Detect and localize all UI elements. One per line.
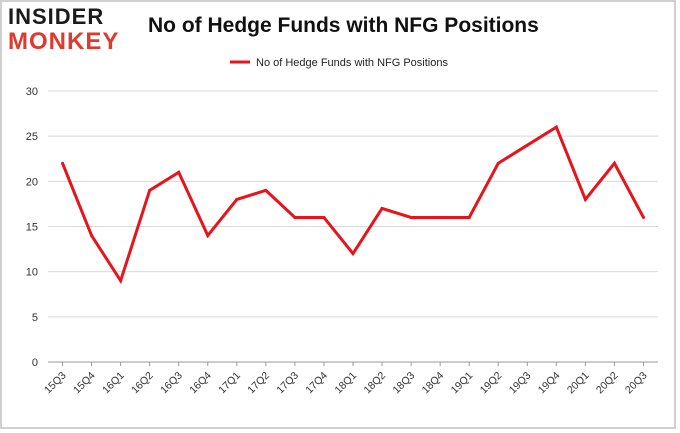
x-tick-label: 19Q2 <box>478 370 505 397</box>
x-tick-label: 16Q2 <box>129 370 156 397</box>
y-tick-label: 10 <box>26 267 38 279</box>
data-point <box>612 161 616 165</box>
x-tick-label: 15Q4 <box>71 370 98 397</box>
data-point <box>148 188 152 192</box>
data-point <box>351 252 355 256</box>
x-tick-label: 20Q3 <box>623 370 650 397</box>
data-point <box>177 170 181 174</box>
data-point <box>467 215 471 219</box>
y-tick-label: 15 <box>26 222 38 234</box>
insider-monkey-logo: INSIDER MONKEY <box>8 6 128 58</box>
y-tick-label: 25 <box>26 131 38 143</box>
x-axis: 15Q3 15Q4 16Q1 16Q2 16Q3 16Q4 17Q1 17Q2 17Q3 17Q4… <box>42 362 650 396</box>
data-point <box>235 197 239 201</box>
x-tick-label: 16Q3 <box>158 370 185 397</box>
y-tick-label: 0 <box>32 357 38 369</box>
x-tick-label: 19Q4 <box>536 370 563 397</box>
x-tick-label: 18Q3 <box>391 370 418 397</box>
x-tick-label: 20Q1 <box>565 370 592 397</box>
chart-title: No of Hedge Funds with NFG Positions <box>148 14 539 37</box>
data-point <box>293 215 297 219</box>
x-tick-label: 17Q2 <box>245 370 272 397</box>
data-point <box>90 234 94 238</box>
data-point <box>206 234 210 238</box>
x-tick-label: 17Q4 <box>303 370 330 397</box>
data-point <box>438 215 442 219</box>
legend: No of Hedge Funds with NFG Positions <box>230 57 448 69</box>
x-tick-label: 20Q2 <box>594 370 621 397</box>
y-tick-label: 5 <box>32 312 38 324</box>
data-point <box>119 279 123 283</box>
x-tick-label: 19Q3 <box>507 370 534 397</box>
data-point <box>496 161 500 165</box>
x-tick-label: 16Q1 <box>100 370 127 397</box>
data-point <box>264 188 268 192</box>
y-tick-label: 30 <box>26 86 38 98</box>
y-axis: 0 5 10 15 20 25 30 <box>26 86 38 369</box>
legend-label: No of Hedge Funds with NFG Positions <box>256 57 448 69</box>
series-lines <box>61 124 645 285</box>
data-point <box>380 206 384 210</box>
data-point <box>525 143 529 147</box>
series-line <box>61 124 645 285</box>
y-tick-label: 20 <box>26 176 38 188</box>
logo-text-insider: INSIDER <box>8 4 105 29</box>
x-tick-label: 19Q1 <box>449 370 476 397</box>
x-tick-label: 17Q3 <box>274 370 301 397</box>
data-point <box>322 215 326 219</box>
data-point <box>409 215 413 219</box>
data-point <box>554 125 558 129</box>
x-tick-label: 16Q4 <box>187 370 214 397</box>
x-tick-label: 18Q1 <box>332 370 359 397</box>
logo-text-monkey: MONKEY <box>8 28 120 55</box>
data-point <box>61 161 65 165</box>
x-tick-label: 17Q1 <box>216 370 243 397</box>
x-tick-label: 18Q2 <box>362 370 389 397</box>
x-tick-label: 15Q3 <box>42 370 69 397</box>
data-point <box>641 215 645 219</box>
data-point <box>583 197 587 201</box>
x-tick-label: 18Q4 <box>420 370 447 397</box>
